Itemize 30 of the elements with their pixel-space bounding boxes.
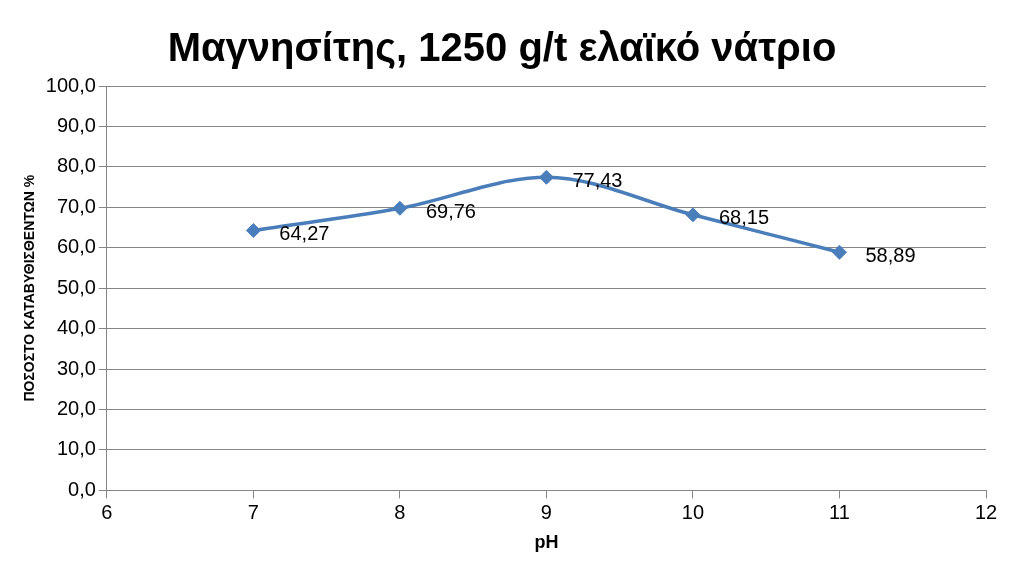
y-tick-label: 100,0 [45, 73, 96, 96]
point [245, 222, 261, 238]
x-axis-title: pH [534, 532, 559, 553]
x-tick-label: 7 [247, 500, 259, 523]
x-tick-label: 11 [829, 500, 850, 523]
y-tick-label: 20,0 [56, 397, 96, 420]
y-tick-label: 70,0 [56, 194, 96, 217]
data-label: 58,89 [865, 243, 916, 266]
x-tick-label: 6 [101, 500, 113, 523]
point [685, 207, 701, 223]
y-axis-title: ΠΟΣΟΣΤΟ ΚΑΤΑΒΥΘΙΣΘΕΝΤΩΝ % [21, 174, 38, 402]
y-tick-label: 90,0 [56, 113, 96, 136]
x-tick-label: 12 [974, 500, 998, 523]
data-label: 68,15 [718, 206, 770, 229]
y-tick-label: 80,0 [56, 154, 96, 177]
point [538, 169, 554, 185]
y-tick-label: 30,0 [56, 356, 96, 379]
point [831, 244, 847, 260]
y-tick-label: 0,0 [68, 477, 96, 500]
y-tick-label: 50,0 [56, 275, 96, 298]
chart-title: Μαγνησίτης, 1250 g/t ελαϊκό νάτριο [167, 25, 837, 71]
x-tick-label: 8 [394, 500, 406, 523]
x-tick-label: 10 [681, 500, 705, 523]
data-label: 69,76 [425, 199, 476, 222]
y-tick-label: 10,0 [56, 437, 96, 460]
y-tick-label: 40,0 [56, 316, 96, 339]
x-tick-label: 9 [540, 500, 552, 523]
point [392, 200, 408, 216]
y-tick-label: 60,0 [56, 235, 96, 258]
data-label: 64,27 [279, 222, 330, 245]
